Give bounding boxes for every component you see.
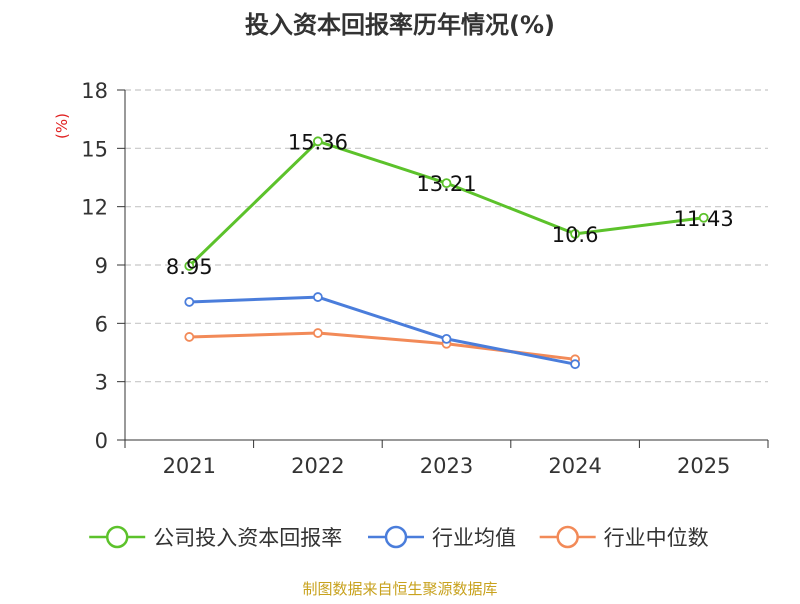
x-tick-label: 2023 [420, 454, 473, 478]
chart-title: 投入资本回报率历年情况(%) [245, 11, 555, 39]
grid-lines [125, 89, 768, 383]
data-label: 13.21 [416, 172, 476, 196]
legend-label: 行业均值 [432, 526, 516, 550]
data-point [312, 136, 323, 147]
data-point [312, 292, 323, 302]
y-tick-label: 3 [95, 371, 108, 395]
axes: 0 3 6 9 12 15 18 2021 2022 2023 2024 2025 [81, 79, 769, 478]
series-line [189, 331, 576, 361]
legend-item[interactable]: 公司投入资本回报率 [89, 525, 342, 550]
y-tick-label: 18 [81, 79, 108, 103]
data-point [698, 212, 709, 223]
y-tick-label: 15 [81, 137, 108, 161]
data-label: 8.95 [166, 255, 213, 279]
data-label: 10.6 [552, 223, 599, 247]
data-point [312, 328, 323, 338]
data-point [570, 359, 580, 370]
legend: 公司投入资本回报率 行业均值 行业中位数 [89, 525, 709, 550]
x-tick-label: 2021 [163, 454, 216, 478]
legend-marker [556, 525, 579, 549]
x-tick-label: 2025 [677, 454, 730, 478]
legend-label: 公司投入资本回报率 [153, 526, 342, 550]
x-tick-label: 2022 [291, 454, 344, 478]
data-point [184, 297, 195, 307]
legend-item[interactable]: 行业中位数 [539, 525, 709, 550]
legend-marker [105, 525, 129, 549]
legend-marker [384, 525, 408, 549]
data-point [184, 261, 195, 271]
legend-item[interactable]: 行业均值 [368, 525, 516, 550]
data-point [570, 228, 580, 239]
x-tick-label: 2024 [548, 454, 601, 478]
y-tick-label: 0 [95, 429, 108, 453]
data-point [441, 178, 452, 189]
data-point [184, 332, 195, 342]
data-labels: 8.95 15.36 13.21 10.6 11.43 [166, 130, 734, 279]
series-line [188, 139, 704, 268]
y-tick-label: 6 [95, 312, 108, 336]
legend-label: 行业中位数 [604, 526, 709, 550]
data-label: 11.43 [674, 207, 734, 231]
source-note: 制图数据来自恒生聚源数据库 [302, 580, 497, 598]
y-tick-label: 12 [81, 196, 108, 220]
y-axis-label: (%) [53, 113, 71, 139]
series-lines [184, 136, 709, 370]
data-label: 15.36 [288, 130, 348, 154]
y-tick-label: 9 [95, 254, 108, 278]
series-line [189, 295, 576, 366]
data-point [441, 333, 452, 344]
